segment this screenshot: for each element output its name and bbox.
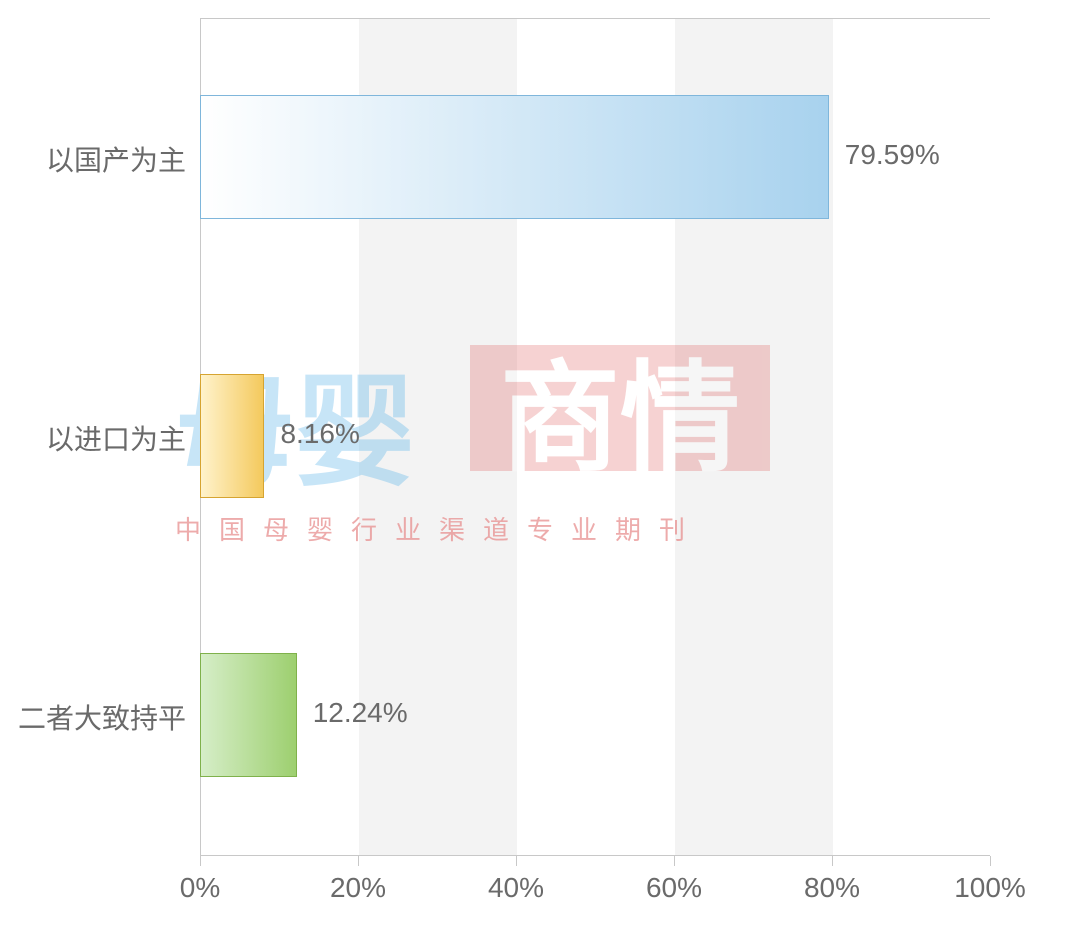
bar-value-label: 12.24% — [313, 697, 408, 729]
bar-value-label: 79.59% — [845, 139, 940, 171]
y-axis-label: 以国产为主 — [46, 139, 186, 179]
x-axis-label: 40% — [488, 872, 544, 904]
y-axis-label: 以进口为主 — [46, 418, 186, 458]
watermark-logo-part2-box: 商情 — [470, 345, 770, 471]
x-tick — [516, 856, 517, 866]
x-tick — [990, 856, 991, 866]
bar-value-label: 8.16% — [280, 418, 359, 450]
x-axis-label: 100% — [954, 872, 1026, 904]
watermark-logo-part2: 商情 — [500, 321, 740, 495]
chart-container: 母婴 商情 中国母婴行业渠道专业期刊 0%20%40%60%80%100%以国产… — [0, 0, 1080, 933]
x-tick — [358, 856, 359, 866]
bar — [200, 653, 297, 777]
x-tick — [832, 856, 833, 866]
x-axis-label: 80% — [804, 872, 860, 904]
x-tick — [674, 856, 675, 866]
x-tick — [200, 856, 201, 866]
y-axis-label: 二者大致持平 — [18, 697, 186, 737]
watermark-subtitle: 中国母婴行业渠道专业期刊 — [175, 510, 703, 547]
bar — [200, 95, 829, 219]
bar — [200, 374, 264, 498]
x-axis-label: 20% — [330, 872, 386, 904]
x-axis-label: 60% — [646, 872, 702, 904]
x-axis-label: 0% — [180, 872, 220, 904]
